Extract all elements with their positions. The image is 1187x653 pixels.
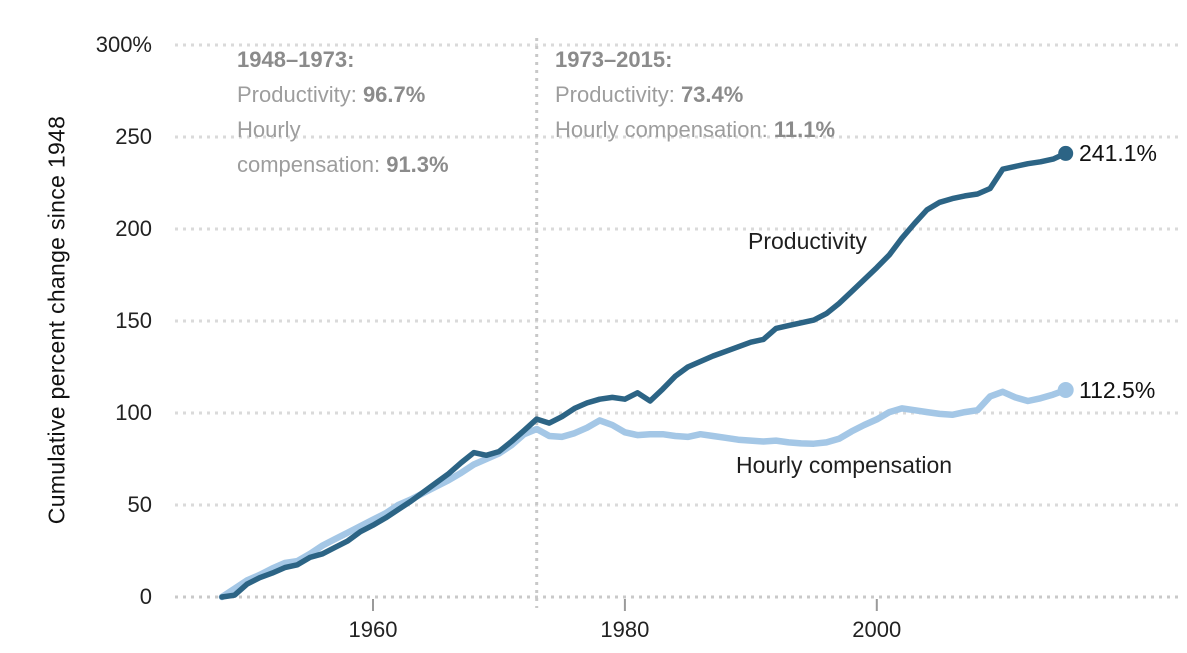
annotation-line: Productivity: 73.4% [555,82,744,107]
annotation-title: 1948–1973: [237,47,355,72]
compensation-end-value: 112.5% [1079,377,1156,403]
y-tick-label-150: 150 [115,308,152,333]
annotation-line: Hourly compensation: 11.1% [555,117,836,142]
y-tick-label-50: 50 [127,492,152,517]
annotation-1948-1973: 1948–1973: Productivity: 96.7% Hourly co… [237,42,449,182]
x-tick-label-1980: 1980 [600,617,650,642]
productivity-end-dot [1058,145,1074,161]
y-tick-label-250: 250 [115,124,152,149]
y-tick-label-0: 0 [139,584,152,609]
x-tick-label-1960: 1960 [348,617,398,642]
annotation-line: compensation: 91.3% [237,152,449,177]
hourly-compensation-line [218,386,1069,601]
y-tick-label-200: 200 [115,216,152,241]
y-tick-label-100: 100 [115,400,152,425]
y-tick-label-300: 300% [95,32,152,57]
annotation-line: Hourly [237,117,301,142]
y-axis-title: Cumulative percent change since 1948 [43,115,70,525]
x-tick-label-2000: 2000 [852,617,902,642]
annotation-1973-2015: 1973–2015: Productivity: 73.4% Hourly co… [555,42,835,147]
productivity-line [219,150,1069,600]
productivity-line-label: Productivity [748,228,867,254]
hourly-compensation-end-dot [1057,382,1074,398]
annotation-line: Productivity: 96.7% [237,82,426,107]
compensation-line-label: Hourly compensation [736,452,953,478]
annotation-title: 1973–2015: [555,47,673,72]
productivity-end-value: 241.1% [1079,140,1158,166]
